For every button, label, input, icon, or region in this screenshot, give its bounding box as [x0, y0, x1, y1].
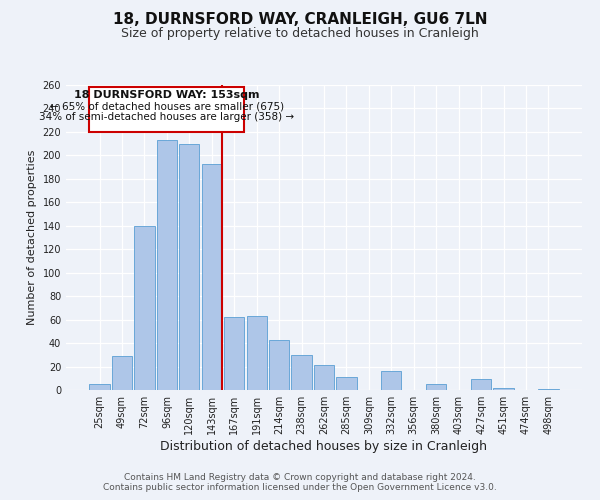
Bar	[381, 371, 401, 390]
Text: Contains HM Land Registry data © Crown copyright and database right 2024.: Contains HM Land Registry data © Crown c…	[124, 474, 476, 482]
Bar	[337, 377, 356, 390]
Text: Contains public sector information licensed under the Open Government Licence v3: Contains public sector information licen…	[103, 484, 497, 492]
X-axis label: Distribution of detached houses by size in Cranleigh: Distribution of detached houses by size …	[161, 440, 487, 453]
Bar	[471, 380, 491, 390]
Bar	[493, 388, 514, 390]
Text: 18, DURNSFORD WAY, CRANLEIGH, GU6 7LN: 18, DURNSFORD WAY, CRANLEIGH, GU6 7LN	[113, 12, 487, 28]
Bar	[314, 366, 334, 390]
Text: Size of property relative to detached houses in Cranleigh: Size of property relative to detached ho…	[121, 28, 479, 40]
Bar	[202, 164, 222, 390]
Y-axis label: Number of detached properties: Number of detached properties	[27, 150, 37, 325]
Bar	[112, 356, 132, 390]
Bar	[179, 144, 199, 390]
Bar	[538, 389, 559, 390]
FancyBboxPatch shape	[89, 88, 244, 132]
Text: 34% of semi-detached houses are larger (358) →: 34% of semi-detached houses are larger (…	[40, 112, 295, 122]
Bar	[157, 140, 177, 390]
Bar	[224, 318, 244, 390]
Text: ← 65% of detached houses are smaller (675): ← 65% of detached houses are smaller (67…	[50, 102, 284, 112]
Bar	[269, 340, 289, 390]
Bar	[89, 384, 110, 390]
Bar	[134, 226, 155, 390]
Bar	[247, 316, 267, 390]
Bar	[426, 384, 446, 390]
Text: 18 DURNSFORD WAY: 153sqm: 18 DURNSFORD WAY: 153sqm	[74, 90, 260, 100]
Bar	[292, 355, 311, 390]
